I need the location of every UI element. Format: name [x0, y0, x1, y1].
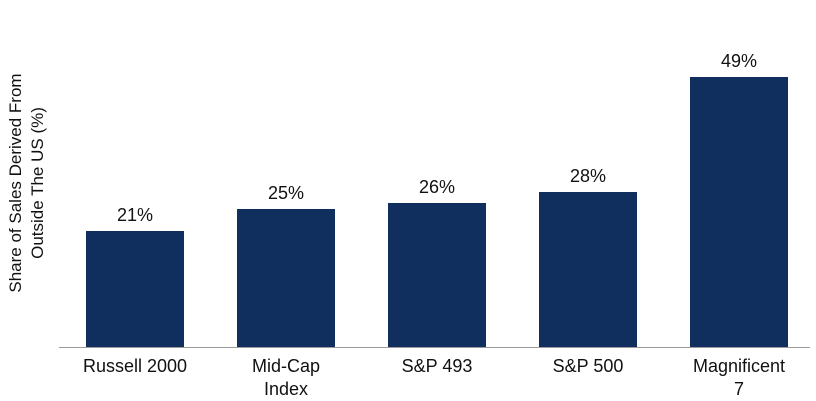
- bar: [690, 77, 788, 347]
- bar: [86, 231, 184, 347]
- x-axis-category-label: Mid-Cap Index: [251, 356, 321, 399]
- bar-value-label: 21%: [116, 205, 154, 225]
- bar-value-label: 26%: [418, 177, 456, 197]
- bar: [539, 192, 637, 347]
- x-axis-category-label: S&P 500: [552, 356, 624, 376]
- bar: [388, 203, 486, 347]
- y-axis-title-line-2: Outside The US (%): [28, 107, 47, 259]
- bar-value-label: 49%: [720, 51, 758, 71]
- bar: [237, 209, 335, 347]
- x-axis-category-label: S&P 493: [401, 356, 473, 376]
- y-axis-title-line-1: Share of Sales Derived From: [6, 73, 25, 293]
- x-axis-line: [59, 347, 810, 348]
- bar-value-label: 25%: [267, 183, 305, 203]
- x-axis-category-label: Magnificent 7: [692, 356, 786, 399]
- bar-value-label: 28%: [569, 166, 607, 186]
- y-axis-title: Share of Sales Derived From Outside The …: [5, 3, 49, 363]
- x-axis-category-label: Russell 2000: [82, 356, 188, 376]
